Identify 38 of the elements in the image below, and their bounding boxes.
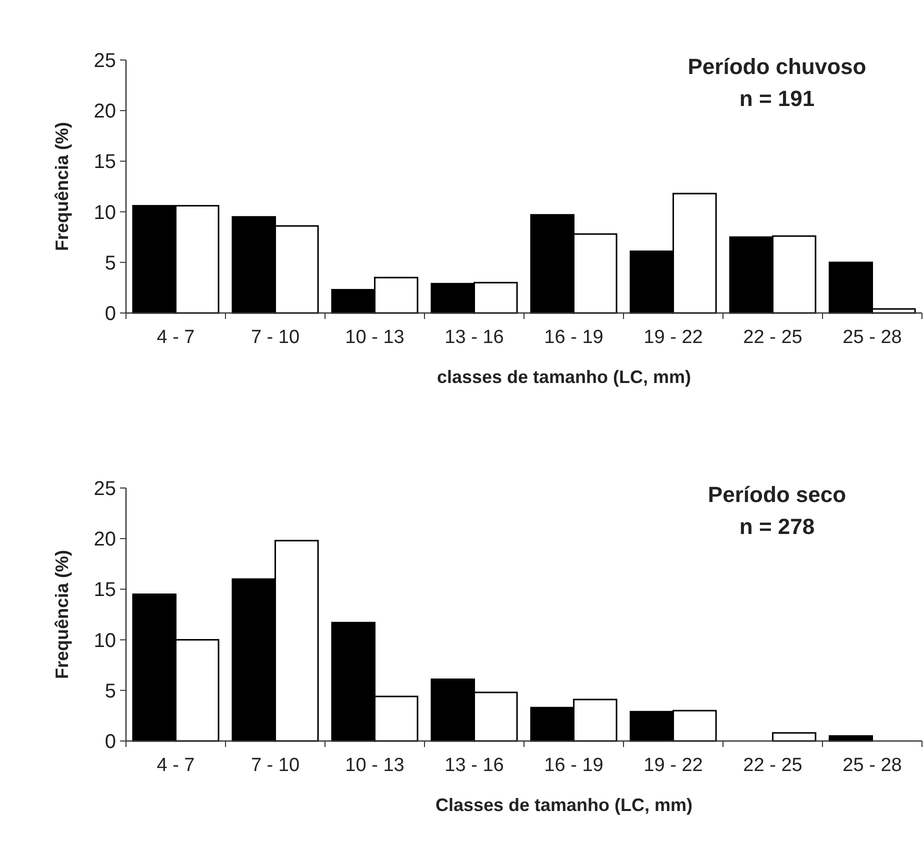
x-tick-label: 13 - 16 — [444, 755, 504, 776]
x-axis-title: classes de tamanho (LC, mm) — [436, 367, 692, 387]
y-axis-title: Frequência (%) — [52, 122, 72, 252]
chart-title: Período chuvoso — [688, 54, 866, 79]
y-tick-label: 15 — [94, 151, 116, 174]
x-tick-label: 25 - 28 — [842, 755, 902, 776]
y-tick-label: 25 — [94, 50, 116, 72]
bar — [772, 732, 816, 742]
x-tick-label: 7 - 10 — [250, 327, 300, 348]
x-tick-label: 22 - 25 — [743, 755, 802, 776]
x-tick-label: 19 - 22 — [644, 755, 703, 776]
x-tick-label: 19 - 22 — [644, 327, 703, 348]
y-tick-label: 5 — [104, 680, 116, 702]
y-tick-label: 15 — [94, 579, 116, 602]
x-tick-label: 10 - 13 — [345, 327, 404, 348]
x-tick-label: 4 - 7 — [156, 755, 195, 776]
y-tick-label: 25 — [94, 478, 116, 500]
x-tick-label: 4 - 7 — [156, 327, 195, 348]
bar — [828, 735, 873, 742]
chart-title: Período seco — [708, 482, 846, 507]
x-tick-label: 16 - 19 — [544, 755, 604, 776]
x-tick-label: 10 - 13 — [345, 755, 404, 776]
x-tick-label: 13 - 16 — [444, 327, 504, 348]
text: n = 191 — [739, 86, 815, 111]
x-tick-label: 22 - 25 — [743, 327, 802, 348]
y-tick-label: 10 — [94, 202, 116, 224]
y-tick-label: 20 — [94, 100, 116, 123]
x-axis-title: Classes de tamanho (LC, mm) — [435, 795, 693, 815]
y-tick-label: 5 — [104, 252, 116, 274]
y-tick-label: 0 — [104, 731, 116, 753]
y-tick-label: 0 — [104, 303, 116, 325]
y-axis-title: Frequência (%) — [52, 550, 72, 680]
y-tick-label: 20 — [94, 528, 116, 551]
text: n = 278 — [739, 514, 815, 539]
x-tick-label: 7 - 10 — [250, 755, 300, 776]
y-tick-label: 10 — [94, 630, 116, 652]
x-tick-label: 25 - 28 — [842, 327, 902, 348]
x-tick-label: 16 - 19 — [544, 327, 604, 348]
